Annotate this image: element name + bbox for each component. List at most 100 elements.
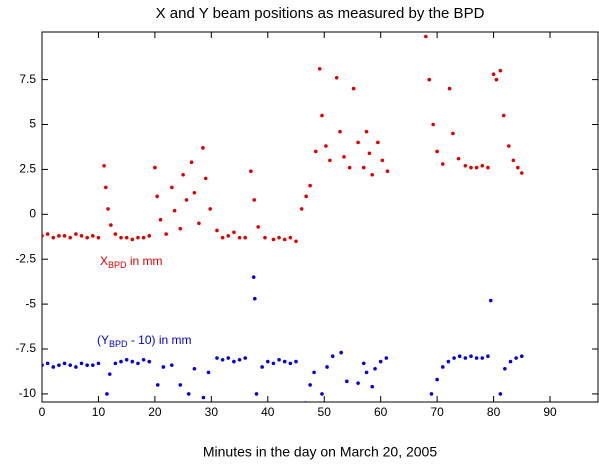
point	[102, 164, 106, 168]
point	[96, 235, 101, 240]
point	[45, 232, 50, 236]
point	[130, 359, 135, 364]
annotation: XBPD in mm	[100, 254, 163, 270]
x-axis-label: Minutes in the day on March 20, 2005	[203, 444, 437, 460]
point	[181, 172, 185, 177]
point	[147, 234, 152, 238]
y-tick-label: -10	[19, 386, 37, 400]
point	[103, 185, 108, 190]
point	[189, 160, 194, 165]
point	[503, 366, 507, 371]
annotation-part: BPD	[109, 339, 128, 349]
point	[215, 228, 219, 233]
point	[507, 144, 511, 148]
point	[277, 357, 281, 362]
point	[282, 237, 287, 242]
point	[105, 392, 109, 396]
point	[79, 234, 84, 238]
y-tick-label: 2.5	[19, 162, 36, 176]
point	[85, 363, 89, 367]
point	[96, 361, 101, 366]
point	[342, 155, 346, 159]
point	[155, 194, 159, 199]
point	[45, 361, 50, 366]
point	[313, 149, 318, 154]
point	[277, 235, 281, 240]
point	[237, 357, 242, 362]
y-tick-label: 0	[29, 206, 36, 220]
point	[271, 361, 276, 366]
point	[124, 235, 129, 240]
x-tick-label: 10	[92, 405, 106, 419]
point	[102, 428, 106, 432]
point	[299, 207, 304, 211]
point	[109, 223, 113, 227]
point	[208, 207, 213, 211]
point	[178, 383, 183, 387]
point	[440, 365, 445, 369]
chart-title: X and Y beam positions as measured by th…	[156, 5, 485, 22]
point	[469, 165, 473, 170]
point	[424, 34, 428, 39]
point	[288, 235, 293, 240]
point	[376, 140, 380, 145]
point	[294, 359, 298, 364]
point	[320, 392, 324, 396]
point	[367, 151, 372, 156]
x-tick-label: 60	[374, 405, 388, 419]
point	[147, 359, 152, 364]
point	[164, 232, 168, 236]
point	[435, 149, 439, 154]
point	[192, 190, 197, 195]
point	[320, 113, 324, 118]
point	[178, 226, 183, 231]
point	[452, 356, 456, 360]
point	[57, 234, 61, 238]
annotation-part: (Y	[97, 333, 109, 347]
point	[119, 359, 123, 364]
point	[106, 207, 110, 211]
point	[345, 379, 349, 384]
point	[480, 356, 485, 360]
point	[263, 235, 267, 240]
point	[79, 361, 84, 366]
point	[435, 377, 439, 382]
point	[197, 221, 201, 226]
x-tick-label: 50	[318, 405, 332, 419]
point	[446, 359, 451, 364]
point	[304, 194, 308, 199]
point	[488, 298, 493, 303]
annotation-part: - 10) in mm	[128, 333, 192, 347]
x-tick-label: 0	[39, 405, 46, 419]
point	[463, 164, 468, 168]
point	[427, 77, 432, 82]
point	[249, 428, 253, 432]
point	[429, 392, 434, 396]
point	[42, 363, 44, 367]
point	[370, 384, 375, 389]
point	[271, 237, 276, 242]
point	[161, 365, 166, 369]
point	[385, 169, 390, 173]
x-tick-label: 70	[430, 405, 444, 419]
point	[85, 235, 89, 240]
point	[119, 235, 123, 240]
point	[220, 235, 225, 240]
point	[158, 217, 163, 222]
x-tick-label: 90	[543, 405, 557, 419]
point	[364, 370, 369, 375]
point	[516, 165, 520, 170]
point	[170, 185, 174, 190]
y-tick-label: -5	[25, 296, 36, 310]
point	[480, 164, 485, 168]
point	[243, 356, 248, 360]
point	[288, 361, 293, 366]
point	[431, 122, 435, 127]
point	[351, 410, 355, 414]
points	[42, 34, 524, 432]
point	[57, 363, 61, 367]
point	[294, 239, 298, 244]
point	[447, 86, 452, 91]
point	[42, 234, 44, 238]
point	[226, 356, 231, 360]
